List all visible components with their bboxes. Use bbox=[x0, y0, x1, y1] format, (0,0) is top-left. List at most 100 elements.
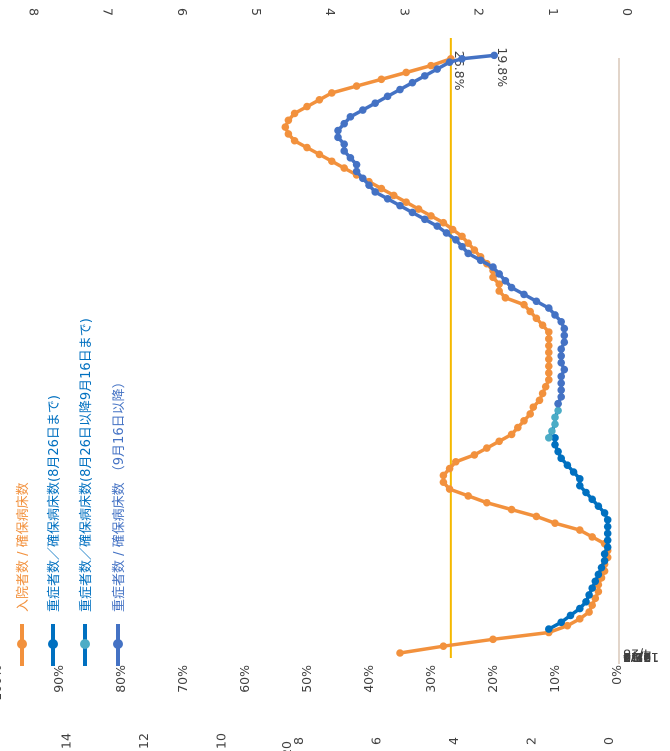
series-4-point bbox=[433, 65, 442, 73]
series-1-point bbox=[541, 382, 550, 391]
series-4-point bbox=[340, 147, 349, 155]
percent-tick-label: 60% bbox=[237, 665, 252, 693]
series-4-point bbox=[408, 78, 417, 87]
series-1-point bbox=[591, 594, 600, 603]
series-2-point bbox=[603, 522, 612, 531]
series-2-point bbox=[603, 516, 612, 524]
series-1-point bbox=[281, 123, 290, 131]
series-3-point bbox=[548, 427, 556, 435]
date-tick-label: 12/23 bbox=[623, 650, 659, 665]
series-3-point bbox=[545, 434, 553, 442]
series-4-point bbox=[557, 358, 565, 367]
date-tick-label: 1/6 bbox=[623, 650, 643, 665]
series-1-point bbox=[495, 280, 504, 288]
series-4-point bbox=[560, 331, 569, 340]
series-1-point bbox=[501, 294, 510, 302]
series-4-point bbox=[346, 113, 355, 121]
series-4-point bbox=[458, 54, 466, 63]
series-2-point bbox=[603, 529, 612, 538]
series-4-point bbox=[532, 297, 541, 306]
series-2-point bbox=[576, 475, 584, 483]
series-1-point bbox=[545, 362, 553, 370]
series-4-point bbox=[560, 324, 569, 333]
top-axis-tick-label: 1 bbox=[546, 8, 561, 16]
series-1-point bbox=[483, 498, 491, 507]
series-1-point bbox=[290, 136, 299, 145]
series-1-point bbox=[464, 492, 473, 500]
series-3-point bbox=[551, 413, 559, 422]
series-4-point bbox=[371, 99, 380, 107]
series-2-point bbox=[566, 611, 575, 620]
series-4-point bbox=[452, 235, 460, 244]
series-1-point bbox=[585, 608, 593, 616]
date-tick-label: 5/13 bbox=[623, 650, 651, 665]
series-1-point bbox=[284, 116, 293, 125]
series-2-point bbox=[594, 570, 603, 579]
series-1-point bbox=[439, 218, 448, 227]
series-1-point bbox=[303, 102, 311, 111]
series-2-point bbox=[600, 550, 609, 558]
series-2-point bbox=[588, 495, 596, 504]
series-1-point bbox=[439, 642, 448, 650]
top-axis-tick-label: 4 bbox=[323, 8, 338, 16]
series-1-point bbox=[470, 451, 479, 459]
series-4-point bbox=[352, 167, 361, 176]
percent-tick-label: 20% bbox=[485, 665, 500, 693]
bottom-axis-tick-label: 2 bbox=[524, 737, 539, 745]
series-2-point bbox=[600, 509, 609, 517]
series-4-point bbox=[557, 379, 565, 388]
series-1-point bbox=[470, 246, 479, 254]
percent-tick-label: 50% bbox=[299, 665, 314, 693]
series-1-point bbox=[526, 410, 534, 418]
date-tick-label: 11/11 bbox=[623, 650, 659, 665]
series-1-point bbox=[396, 649, 404, 657]
series-1-point bbox=[538, 321, 547, 329]
series-4-point bbox=[346, 154, 355, 162]
series-1-point bbox=[545, 328, 553, 336]
bottom-axis-tick-label: 12 bbox=[136, 733, 151, 749]
series-1-point bbox=[414, 205, 423, 213]
series-4-point bbox=[557, 393, 565, 401]
series-1-point bbox=[464, 239, 473, 247]
series-2-point bbox=[554, 447, 562, 456]
percent-tick-label: 30% bbox=[423, 665, 438, 693]
top-axis-tick-label: 0 bbox=[620, 8, 635, 16]
series-3-point bbox=[554, 406, 562, 415]
date-tick-label: 10/14 bbox=[623, 650, 659, 665]
date-tick-label: 2/3 bbox=[623, 650, 643, 665]
date-tick-label: 8/5 bbox=[623, 650, 643, 665]
series-1-point bbox=[352, 82, 361, 90]
series-4-point bbox=[551, 311, 559, 319]
date-tick-label: 7/22 bbox=[623, 650, 651, 665]
top-axis-tick-label: 3 bbox=[397, 8, 412, 16]
series-1-point bbox=[526, 307, 534, 316]
percent-tick-label: 90% bbox=[51, 665, 66, 693]
legend-marker-3 bbox=[80, 639, 90, 649]
date-tick-label: 5/27 bbox=[623, 650, 651, 665]
series-1-point bbox=[284, 130, 293, 138]
series-1-point bbox=[452, 457, 460, 466]
series-4-point bbox=[365, 181, 373, 189]
series-4-point bbox=[557, 386, 565, 394]
bottom-axis-tick-label: 8 bbox=[291, 737, 306, 745]
series-1-point bbox=[445, 485, 454, 493]
series-1-point bbox=[514, 423, 522, 432]
date-tick-label: 9/16 bbox=[623, 650, 651, 665]
series-2-point bbox=[603, 543, 612, 551]
percent-tick-label: 80% bbox=[113, 665, 128, 693]
bottom-axis-overlap-label: 320 bbox=[279, 741, 294, 751]
series-1-point bbox=[315, 150, 324, 159]
series-4-point bbox=[421, 72, 429, 80]
series-4-point bbox=[458, 242, 466, 251]
percent-tick-label: 10% bbox=[547, 665, 562, 693]
series-1-point bbox=[545, 335, 553, 343]
series-1-point bbox=[489, 635, 497, 644]
date-tick-label: 4/28 bbox=[623, 647, 651, 662]
series-1-point bbox=[545, 348, 553, 357]
series-1-point bbox=[520, 416, 528, 425]
series-1-point bbox=[448, 225, 457, 234]
percent-tick-label: 70% bbox=[175, 665, 190, 693]
series-4-point bbox=[352, 160, 361, 169]
series-4-point bbox=[340, 119, 349, 128]
percent-tick-label: 100% bbox=[0, 665, 4, 701]
